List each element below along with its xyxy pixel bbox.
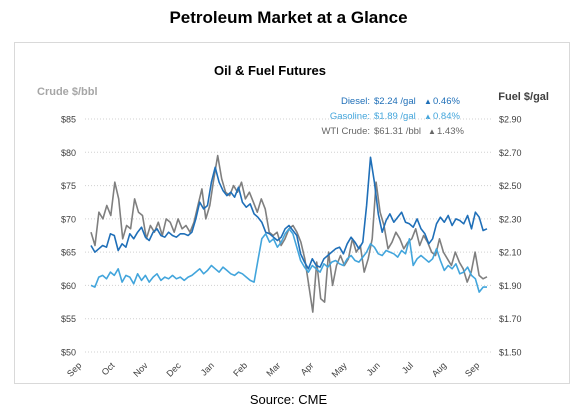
left-axis-ticks: $85 $80 $75 $70 $65 $60 $55 $50 bbox=[61, 115, 76, 358]
oil-fuel-futures-chart: Oil & Fuel Futures Crude $/bbl Fuel $/ga… bbox=[37, 63, 549, 379]
x-tick-label: Oct bbox=[100, 360, 117, 377]
legend-wti-value: $61.31 /bbl bbox=[374, 126, 421, 137]
x-tick-label: Jul bbox=[400, 360, 415, 375]
x-tick-label: Dec bbox=[165, 360, 184, 379]
legend-gasoline-value: $1.89 /gal bbox=[374, 111, 416, 122]
page-title: Petroleum Market at a Glance bbox=[169, 8, 408, 27]
right-tick-label: $1.90 bbox=[499, 281, 522, 291]
left-tick-label: $70 bbox=[61, 214, 76, 224]
x-tick-label: Sep bbox=[65, 360, 83, 378]
legend-diesel-arrow: ▲ bbox=[424, 97, 432, 106]
right-tick-label: $2.90 bbox=[499, 115, 522, 125]
x-tick-label: Nov bbox=[131, 360, 150, 379]
left-tick-label: $80 bbox=[61, 148, 76, 158]
x-axis-ticks: Sep Oct Nov Dec Jan Feb Mar Apr May Jun Jul Aug Sep bbox=[65, 360, 481, 379]
chart-title: Oil & Fuel Futures bbox=[214, 63, 326, 78]
left-tick-label: $50 bbox=[61, 348, 76, 358]
series-line-diesel bbox=[90, 156, 488, 270]
legend-gasoline-change: 0.84% bbox=[433, 111, 460, 122]
right-axis-label: Fuel $/gal bbox=[498, 91, 549, 103]
x-tick-label: Apr bbox=[299, 360, 316, 377]
x-tick-label: Jan bbox=[199, 360, 216, 377]
right-tick-label: $1.70 bbox=[499, 314, 522, 324]
left-tick-label: $65 bbox=[61, 248, 76, 258]
x-tick-label: Sep bbox=[463, 360, 481, 378]
series-lines bbox=[90, 154, 488, 313]
chart-panel: Oil & Fuel Futures Crude $/bbl Fuel $/ga… bbox=[14, 42, 570, 384]
left-tick-label: $75 bbox=[61, 181, 76, 191]
right-tick-label: $2.30 bbox=[499, 214, 522, 224]
legend-diesel-value: $2.24 /gal bbox=[374, 96, 416, 107]
right-tick-label: $2.50 bbox=[499, 181, 522, 191]
legend: Diesel: $2.24 /gal ▲ 0.46% Gasoline: $1.… bbox=[321, 96, 464, 137]
x-tick-label: Aug bbox=[430, 360, 448, 378]
legend-wti-arrow: ▲ bbox=[428, 127, 436, 136]
x-tick-label: Feb bbox=[231, 360, 249, 378]
left-tick-label: $55 bbox=[61, 314, 76, 324]
legend-diesel-change: 0.46% bbox=[433, 96, 460, 107]
x-tick-label: Mar bbox=[264, 360, 282, 378]
legend-wti-change: 1.43% bbox=[437, 126, 464, 137]
legend-gasoline-label: Gasoline: bbox=[330, 111, 370, 122]
source-note: Source: CME bbox=[249, 392, 328, 407]
right-tick-label: $2.70 bbox=[499, 148, 522, 158]
right-tick-label: $2.10 bbox=[499, 248, 522, 258]
series-line-wti bbox=[90, 154, 488, 313]
left-axis-label: Crude $/bbl bbox=[37, 86, 98, 98]
x-tick-label: May bbox=[330, 360, 349, 379]
legend-wti-label: WTI Crude: bbox=[321, 126, 370, 137]
gridlines bbox=[85, 118, 493, 353]
left-tick-label: $60 bbox=[61, 281, 76, 291]
left-tick-label: $85 bbox=[61, 115, 76, 125]
x-tick-label: Jun bbox=[365, 360, 382, 377]
legend-diesel-label: Diesel: bbox=[341, 96, 370, 107]
right-axis-ticks: $2.90 $2.70 $2.50 $2.30 $2.10 $1.90 $1.70 $1.50 bbox=[499, 115, 522, 358]
series-line-gasoline bbox=[90, 228, 487, 293]
right-tick-label: $1.50 bbox=[499, 348, 522, 358]
legend-gasoline-arrow: ▲ bbox=[424, 112, 432, 121]
